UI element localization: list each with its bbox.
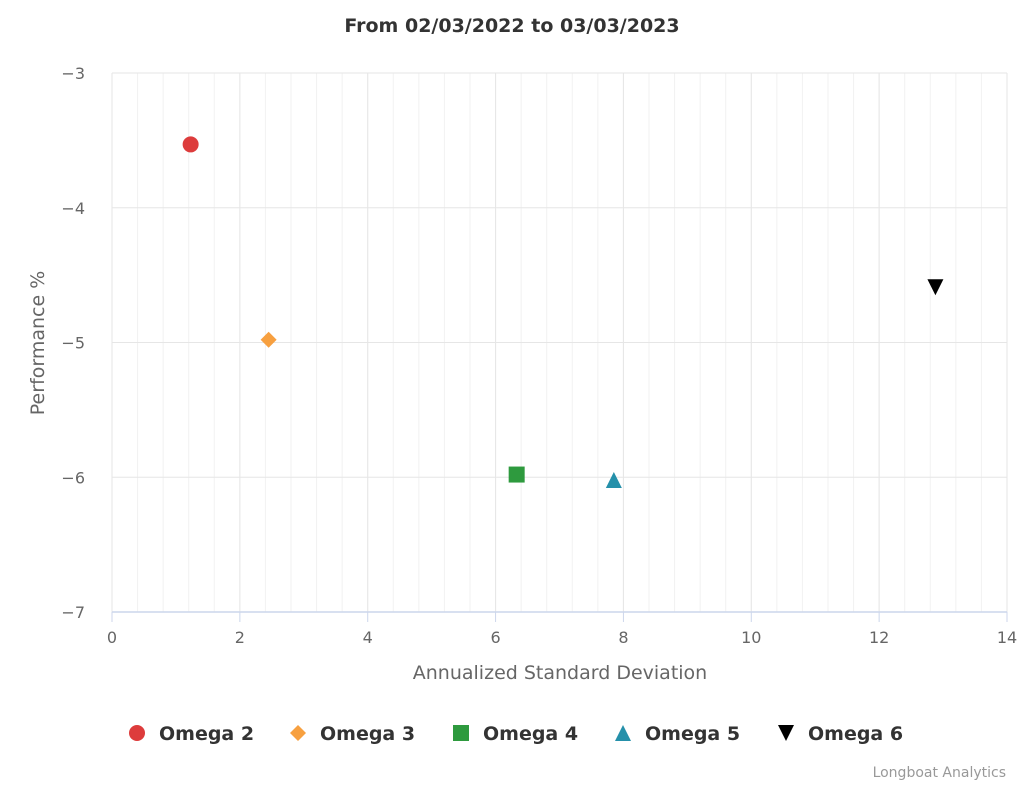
major-gridlines [111, 72, 1008, 613]
point-omega-5 [605, 471, 622, 488]
x-tick-label: 12 [869, 628, 889, 647]
y-tick-label: −6 [61, 468, 85, 487]
x-axis-title: Annualized Standard Deviation [413, 662, 707, 684]
x-tick-label: 2 [235, 628, 245, 647]
legend-symbol-triangle-down [778, 725, 794, 741]
legend-label: Omega 5 [645, 723, 740, 745]
legend-label: Omega 3 [320, 723, 415, 745]
legend-label: Omega 6 [808, 723, 903, 745]
x-tick-label: 6 [490, 628, 500, 647]
y-axis-title: Performance % [27, 271, 49, 416]
legend[interactable]: Omega 2 Omega 3 Omega 4 Omega 5 Omega 6 [129, 723, 903, 745]
y-axis-ticks: −3 −4 −5 −6 −7 [61, 64, 85, 622]
point-omega-2 [182, 136, 199, 153]
legend-symbol-circle [129, 725, 145, 741]
point-omega-6 [927, 279, 944, 296]
point-omega-4 [508, 466, 525, 483]
legend-label: Omega 2 [159, 723, 254, 745]
legend-item-omega-3[interactable]: Omega 3 [290, 723, 415, 745]
legend-item-omega-5[interactable]: Omega 5 [615, 723, 740, 745]
legend-symbol-square [453, 725, 469, 741]
y-tick-label: −4 [61, 199, 85, 218]
x-tick-label: 0 [107, 628, 117, 647]
x-axis-ticks: 0 2 4 6 8 10 12 14 [107, 612, 1017, 647]
legend-symbol-diamond [290, 725, 306, 741]
legend-item-omega-6[interactable]: Omega 6 [778, 723, 903, 745]
x-tick-label: 8 [618, 628, 628, 647]
x-tick-label: 14 [997, 628, 1017, 647]
point-omega-3 [260, 331, 277, 348]
x-tick-label: 4 [363, 628, 373, 647]
y-tick-label: −5 [61, 334, 85, 353]
data-points [182, 136, 944, 488]
legend-item-omega-2[interactable]: Omega 2 [129, 723, 254, 745]
legend-item-omega-4[interactable]: Omega 4 [453, 723, 578, 745]
chart-title: From 02/03/2022 to 03/03/2023 [344, 15, 679, 37]
legend-label: Omega 4 [483, 723, 578, 745]
y-tick-label: −7 [61, 603, 85, 622]
legend-symbol-triangle [615, 725, 631, 741]
y-tick-label: −3 [61, 64, 85, 83]
credits[interactable]: Longboat Analytics [873, 765, 1006, 781]
x-tick-label: 10 [741, 628, 761, 647]
